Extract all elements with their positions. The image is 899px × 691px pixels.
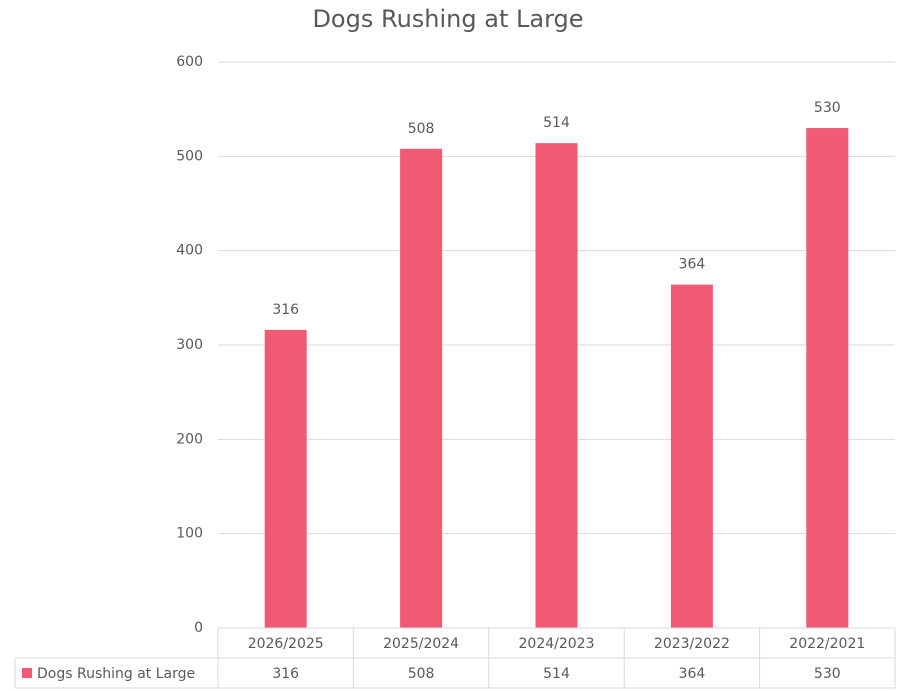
legend-label: Dogs Rushing at Large bbox=[37, 666, 195, 682]
table-value: 364 bbox=[679, 666, 706, 682]
y-tick-label: 200 bbox=[176, 431, 203, 447]
legend-swatch bbox=[22, 668, 32, 678]
x-tick-label: 2025/2024 bbox=[383, 636, 459, 652]
bar bbox=[670, 284, 713, 628]
data-label: 364 bbox=[679, 257, 706, 273]
data-label: 316 bbox=[272, 302, 299, 318]
table-value: 316 bbox=[272, 666, 299, 682]
x-tick-label: 2026/2025 bbox=[248, 636, 324, 652]
data-label: 514 bbox=[543, 115, 570, 131]
x-tick-label: 2023/2022 bbox=[654, 636, 730, 652]
data-label: 508 bbox=[408, 121, 435, 137]
x-tick-label: 2024/2023 bbox=[519, 636, 595, 652]
bar bbox=[264, 329, 307, 628]
table-value: 514 bbox=[543, 666, 570, 682]
chart-title: Dogs Rushing at Large bbox=[312, 5, 583, 33]
bar bbox=[400, 148, 443, 628]
y-tick-label: 600 bbox=[176, 54, 203, 70]
table-value: 530 bbox=[814, 666, 841, 682]
data-label: 530 bbox=[814, 100, 841, 116]
y-tick-label: 400 bbox=[176, 243, 203, 259]
y-tick-label: 300 bbox=[176, 337, 203, 353]
bar bbox=[535, 143, 578, 629]
table-value: 508 bbox=[408, 666, 435, 682]
bar bbox=[806, 128, 849, 629]
y-tick-label: 100 bbox=[176, 526, 203, 542]
y-tick-label: 0 bbox=[194, 620, 203, 636]
x-tick-label: 2022/2021 bbox=[789, 636, 865, 652]
y-tick-label: 500 bbox=[176, 148, 203, 164]
